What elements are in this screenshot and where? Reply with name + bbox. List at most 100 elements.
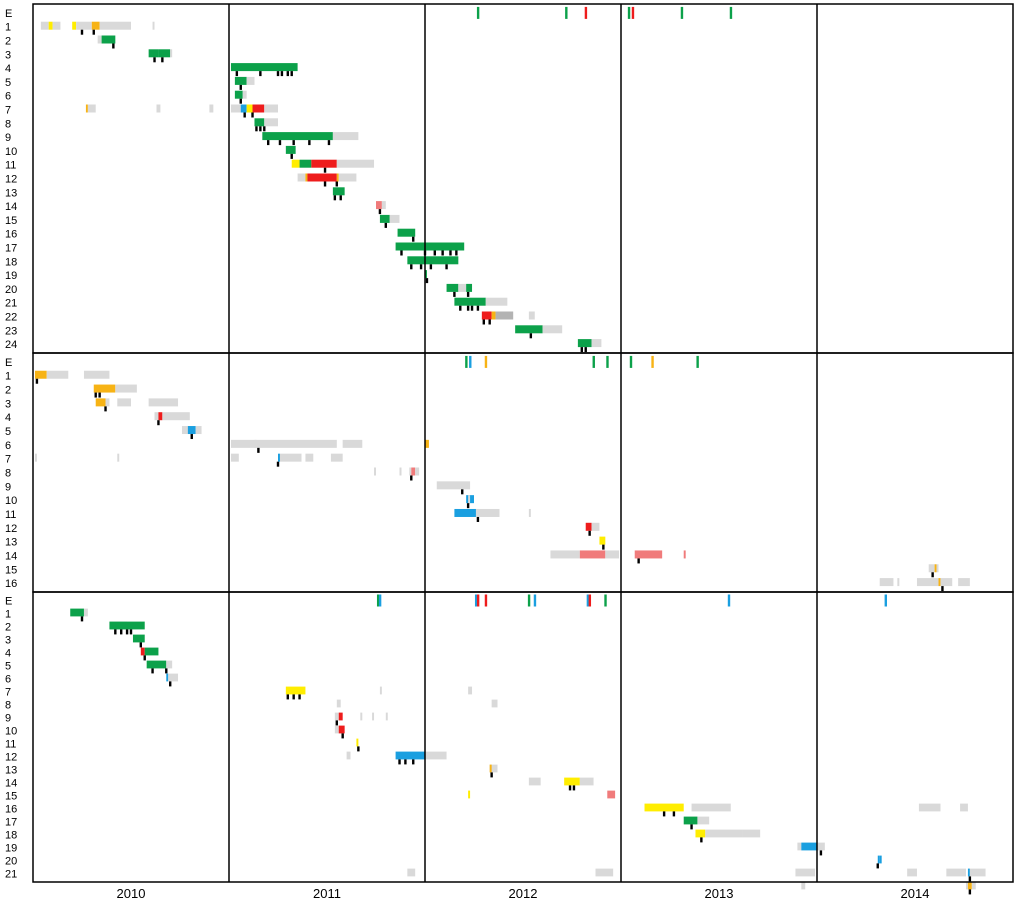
segment-1-8-1 — [254, 118, 265, 127]
segment-2-1-1 — [34, 370, 47, 379]
row-label-2-1: 1 — [5, 371, 11, 383]
segment-1-1-5 — [76, 21, 92, 30]
row-label-1-21: 21 — [5, 298, 17, 310]
marker-1-4-4 — [280, 71, 284, 77]
row-label-2-3: 3 — [5, 398, 11, 410]
marker-2-13-1 — [602, 544, 605, 550]
row-label-3-5: 5 — [5, 661, 11, 673]
segment-2-3-2 — [105, 398, 110, 407]
segment-2-16-5 — [940, 578, 953, 587]
marker-1-20-1 — [453, 291, 456, 297]
event-tick-3-1 — [376, 594, 380, 607]
segment-1-14-2 — [381, 201, 386, 210]
marker-1-4-6 — [290, 71, 293, 77]
segment-1-8-2 — [264, 118, 278, 127]
event-tick-3-4 — [476, 594, 480, 607]
event-tick-1-1 — [476, 6, 480, 19]
segment-3-12-2 — [395, 751, 425, 760]
segment-1-3-2 — [158, 49, 171, 58]
marker-3-4-1 — [143, 655, 146, 661]
segment-3-19-3 — [817, 842, 825, 851]
row-label-3-13: 13 — [5, 765, 17, 777]
segment-1-22-1 — [481, 311, 492, 320]
segment-3-13-1 — [489, 764, 498, 773]
marker-1-22-2 — [488, 319, 491, 325]
segment-3-9-1 — [334, 712, 339, 721]
segment-1-1-7 — [99, 21, 131, 30]
marker-1-1-1 — [80, 29, 84, 35]
marker-3-2-4 — [129, 629, 133, 635]
marker-1-2-1 — [112, 43, 115, 49]
segment-2-14-1 — [550, 550, 580, 559]
segment-3-4-2 — [144, 647, 159, 656]
segment-2-5-1 — [181, 426, 188, 435]
marker-2-1-1 — [35, 378, 39, 384]
marker-3-12-2 — [404, 759, 407, 765]
marker-1-20-2 — [466, 291, 470, 297]
segment-1-1-6 — [91, 21, 100, 30]
row-label-2-4: 4 — [5, 412, 11, 424]
segment-1-7-2 — [87, 104, 96, 113]
marker-1-9-4 — [308, 140, 311, 146]
segment-3-21-1 — [407, 868, 416, 877]
event-tick-2-1 — [465, 355, 468, 368]
row-label-3-6: 6 — [5, 674, 11, 686]
segment-3-2-2 — [109, 621, 145, 630]
segment-2-16-3 — [916, 578, 939, 587]
segment-3-19-1 — [797, 842, 802, 851]
row-label-2-7: 7 — [5, 454, 11, 466]
event-tick-3-10 — [604, 594, 607, 607]
segment-3-7-3 — [468, 686, 473, 695]
marker-2-12-1 — [588, 530, 591, 536]
segment-1-2-2 — [101, 35, 116, 44]
segment-3-9-2 — [338, 712, 343, 721]
segment-3-14-1 — [528, 777, 541, 786]
segment-1-23-2 — [542, 325, 563, 334]
segment-1-23-1 — [515, 325, 543, 334]
marker-3-20-1 — [876, 863, 879, 869]
segment-3-5-1 — [146, 660, 167, 669]
row-label-1-12: 12 — [5, 174, 17, 186]
segment-2-14-2 — [579, 550, 606, 559]
segment-2-3-3 — [117, 398, 131, 407]
segment-3-4-1 — [140, 647, 145, 656]
segment-2-8-4 — [411, 467, 416, 476]
segment-1-6-2 — [242, 90, 247, 99]
marker-3-14-1 — [568, 785, 572, 791]
row-label-2-10: 10 — [5, 495, 17, 507]
marker-1-17-5 — [449, 250, 452, 256]
event-tick-1-6 — [680, 6, 684, 19]
segment-2-16-4 — [938, 578, 941, 587]
marker-3-21-1 — [968, 876, 972, 882]
event-tick-2-2 — [469, 355, 472, 368]
labels-layer: E123456789101112131415161718192021222324… — [5, 8, 17, 881]
segment-1-18-1 — [407, 256, 459, 265]
row-label-3-7: 7 — [5, 687, 11, 699]
row-label-2-12: 12 — [5, 523, 17, 535]
segment-3-9-5 — [385, 712, 388, 721]
segment-3-6-1 — [166, 673, 169, 682]
marker-3-11-1 — [357, 746, 360, 752]
segment-1-7-3 — [156, 104, 161, 113]
segment-1-3-1 — [148, 49, 159, 58]
marker-3-2-2 — [120, 629, 123, 635]
marker-3-5-2 — [165, 668, 168, 674]
panel-frame-3 — [32, 591, 1014, 883]
marker-2-2-2 — [98, 392, 101, 398]
segment-3-5-2 — [166, 660, 173, 669]
segment-1-11-4 — [336, 159, 375, 168]
marker-1-13-2 — [339, 195, 342, 201]
marker-2-11-1 — [476, 516, 480, 522]
segment-3-16-3 — [918, 803, 941, 812]
segment-3-15-1 — [468, 790, 471, 799]
segment-1-19-1 — [425, 270, 427, 279]
segment-1-1-4 — [72, 21, 77, 30]
row-label-1-19: 19 — [5, 270, 17, 282]
marker-1-9-5 — [327, 140, 331, 146]
segment-1-22-4 — [528, 311, 535, 320]
segment-3-20-2 — [879, 855, 882, 864]
year-label-2012: 2012 — [509, 886, 538, 900]
row-label-1-6: 6 — [5, 91, 11, 103]
marker-1-7-2 — [251, 112, 254, 118]
row-label-2-9: 9 — [5, 481, 11, 493]
